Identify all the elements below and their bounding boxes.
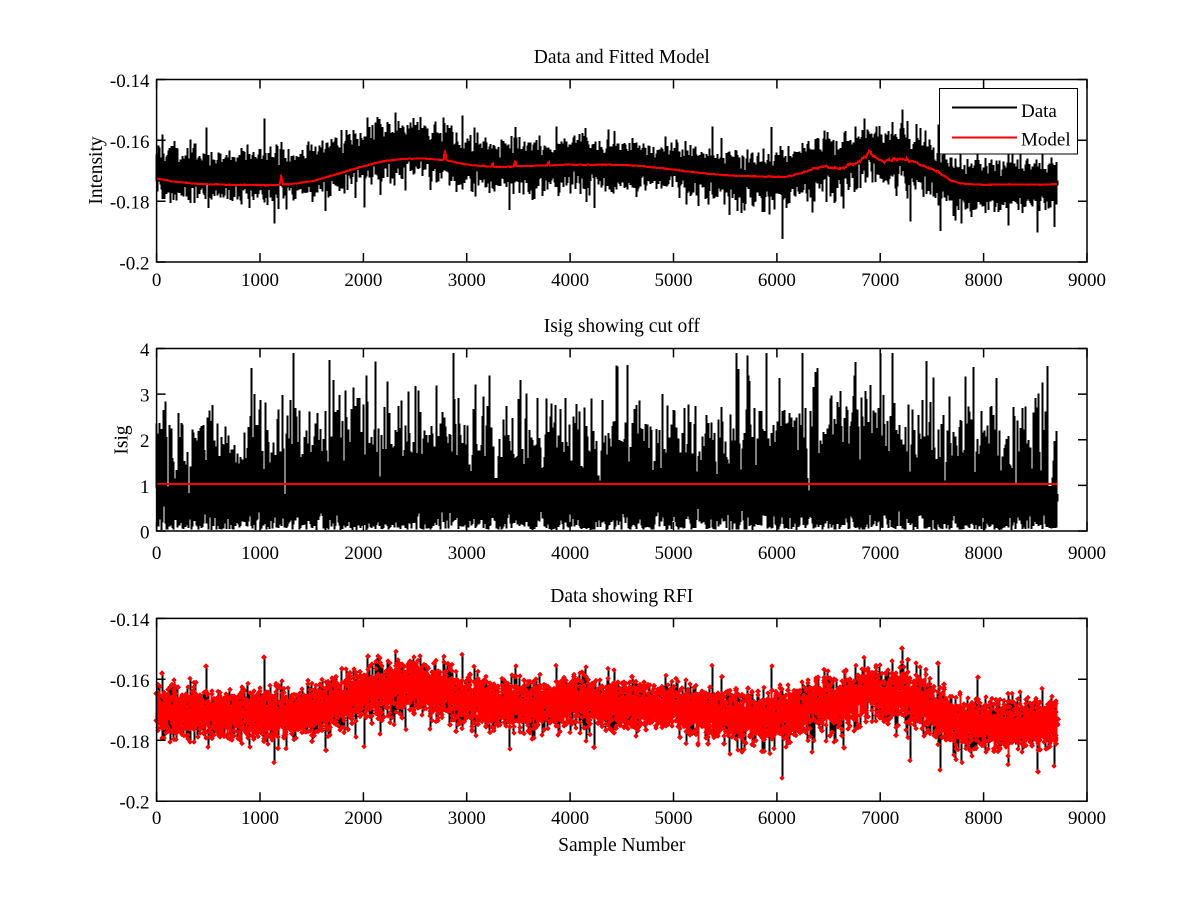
- svg-text:0: 0: [152, 270, 162, 291]
- svg-text:8000: 8000: [965, 543, 1003, 564]
- svg-text:5000: 5000: [655, 808, 693, 829]
- svg-text:1000: 1000: [241, 808, 279, 829]
- svg-text:2: 2: [140, 431, 150, 452]
- svg-text:0: 0: [152, 808, 162, 829]
- svg-text:4000: 4000: [551, 270, 589, 291]
- svg-text:0: 0: [140, 523, 150, 544]
- svg-text:1000: 1000: [241, 270, 279, 291]
- svg-text:3000: 3000: [448, 270, 486, 291]
- svg-text:-0.18: -0.18: [110, 732, 150, 753]
- svg-text:1000: 1000: [241, 543, 279, 564]
- svg-text:1: 1: [140, 477, 150, 498]
- svg-text:Sample Number: Sample Number: [558, 835, 686, 856]
- svg-text:9000: 9000: [1068, 270, 1106, 291]
- svg-text:Isig showing cut off: Isig showing cut off: [544, 316, 701, 337]
- svg-text:2000: 2000: [344, 808, 382, 829]
- svg-text:9000: 9000: [1068, 808, 1106, 829]
- svg-text:Data showing RFI: Data showing RFI: [550, 586, 693, 607]
- svg-text:Model: Model: [1021, 130, 1071, 151]
- svg-text:3: 3: [140, 386, 150, 407]
- svg-text:-0.16: -0.16: [110, 671, 150, 692]
- svg-text:2000: 2000: [344, 543, 382, 564]
- svg-text:-0.16: -0.16: [110, 132, 150, 153]
- svg-text:0: 0: [152, 543, 162, 564]
- svg-text:-0.18: -0.18: [110, 193, 150, 214]
- svg-text:4000: 4000: [551, 808, 589, 829]
- svg-text:5000: 5000: [655, 543, 693, 564]
- svg-text:-0.2: -0.2: [119, 254, 149, 275]
- svg-text:-0.14: -0.14: [110, 71, 150, 92]
- svg-text:Data and Fitted Model: Data and Fitted Model: [534, 47, 711, 68]
- svg-text:Intensity: Intensity: [86, 136, 107, 204]
- svg-text:9000: 9000: [1068, 543, 1106, 564]
- svg-text:3000: 3000: [448, 808, 486, 829]
- svg-text:2000: 2000: [344, 270, 382, 291]
- svg-text:5000: 5000: [655, 270, 693, 291]
- svg-text:4000: 4000: [551, 543, 589, 564]
- svg-text:6000: 6000: [758, 543, 796, 564]
- svg-text:7000: 7000: [861, 270, 899, 291]
- svg-text:3000: 3000: [448, 543, 486, 564]
- svg-text:4: 4: [140, 340, 150, 361]
- svg-text:Isig: Isig: [112, 425, 133, 455]
- svg-text:-0.14: -0.14: [110, 610, 150, 631]
- svg-text:6000: 6000: [758, 808, 796, 829]
- svg-text:8000: 8000: [965, 270, 1003, 291]
- svg-text:Data: Data: [1021, 101, 1057, 122]
- svg-text:7000: 7000: [861, 543, 899, 564]
- svg-text:6000: 6000: [758, 270, 796, 291]
- svg-text:-0.2: -0.2: [119, 793, 149, 814]
- svg-text:8000: 8000: [965, 808, 1003, 829]
- svg-text:7000: 7000: [861, 808, 899, 829]
